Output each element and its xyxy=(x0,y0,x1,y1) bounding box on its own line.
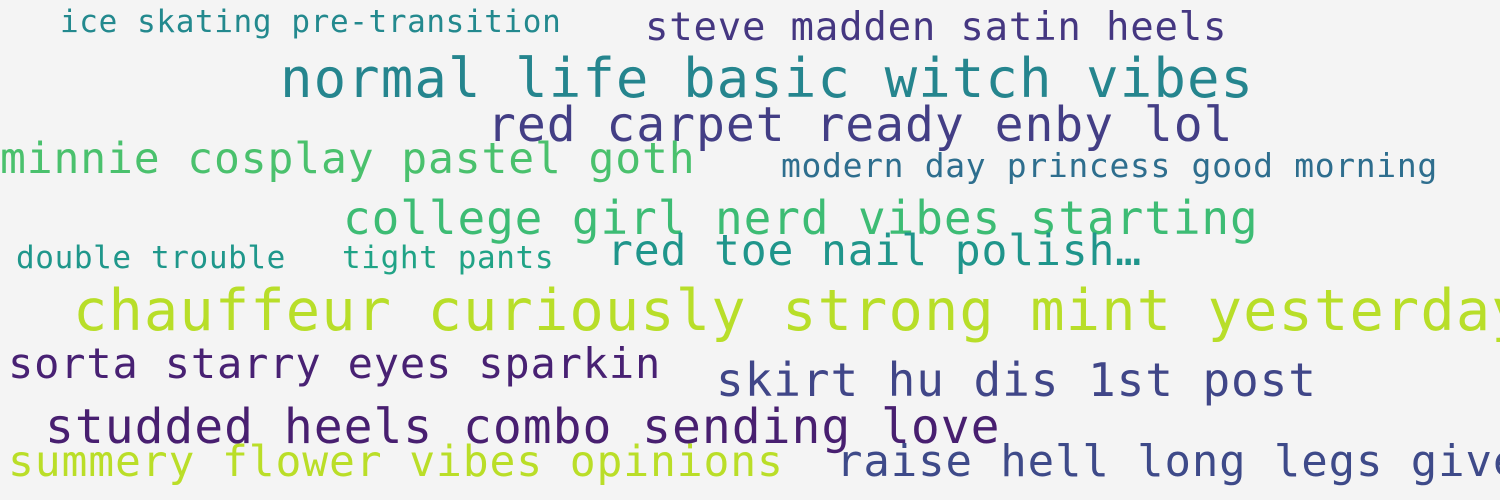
word-modern-day-princess-good-morning: modern day princess good morning xyxy=(781,146,1438,185)
word-minnie-cosplay-pastel-goth: minnie cosplay pastel goth xyxy=(0,134,696,184)
word-ice-skating-pre-transition: ice skating pre-transition xyxy=(60,4,562,40)
word-tight-pants: tight pants xyxy=(342,240,555,276)
word-sorta-starry-eyes-sparkin: sorta starry eyes sparkin xyxy=(8,339,662,388)
word-double-trouble: double trouble xyxy=(16,240,286,276)
word-college-girl-nerd-vibes-starting: college girl nerd vibes starting xyxy=(343,191,1259,245)
word-steve-madden-satin-heels: steve madden satin heels xyxy=(645,5,1228,50)
word-summery-flower-vibes-opinions: summery flower vibes opinions xyxy=(8,437,784,487)
word-skirt-hu-dis-1st-post: skirt hu dis 1st post xyxy=(716,353,1317,407)
word-chauffeur-curiously-strong-mint-yesterday: chauffeur curiously strong mint yesterda… xyxy=(73,278,1500,344)
word-red-toe-nail-polish: red toe nail polish… xyxy=(607,226,1142,276)
word-red-carpet-ready-enby-lol: red carpet ready enby lol xyxy=(487,97,1234,153)
word-studded-heels-combo-sending-love: studded heels combo sending love xyxy=(45,399,1001,455)
word-raise-hell-long-legs-give: raise hell long legs give xyxy=(836,436,1500,487)
word-normal-life-basic-witch-vibes: normal life basic witch vibes xyxy=(280,47,1255,110)
